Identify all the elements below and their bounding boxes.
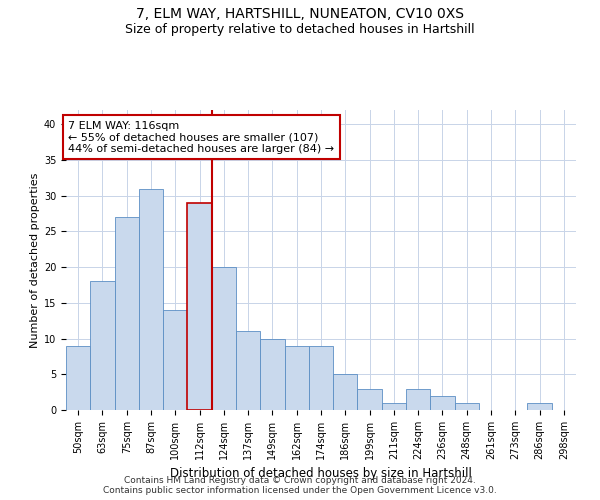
Bar xyxy=(527,403,552,410)
Bar xyxy=(284,346,309,410)
Text: Contains public sector information licensed under the Open Government Licence v3: Contains public sector information licen… xyxy=(103,486,497,495)
Bar xyxy=(163,310,187,410)
Text: Size of property relative to detached houses in Hartshill: Size of property relative to detached ho… xyxy=(125,22,475,36)
Bar xyxy=(139,188,163,410)
Bar xyxy=(358,388,382,410)
X-axis label: Distribution of detached houses by size in Hartshill: Distribution of detached houses by size … xyxy=(170,468,472,480)
Bar xyxy=(260,338,284,410)
Bar xyxy=(66,346,90,410)
Bar xyxy=(115,217,139,410)
Bar xyxy=(333,374,358,410)
Bar xyxy=(430,396,455,410)
Bar xyxy=(406,388,430,410)
Bar xyxy=(455,403,479,410)
Bar xyxy=(236,332,260,410)
Text: Contains HM Land Registry data © Crown copyright and database right 2024.: Contains HM Land Registry data © Crown c… xyxy=(124,476,476,485)
Text: 7, ELM WAY, HARTSHILL, NUNEATON, CV10 0XS: 7, ELM WAY, HARTSHILL, NUNEATON, CV10 0X… xyxy=(136,8,464,22)
Bar xyxy=(309,346,333,410)
Text: 7 ELM WAY: 116sqm
← 55% of detached houses are smaller (107)
44% of semi-detache: 7 ELM WAY: 116sqm ← 55% of detached hous… xyxy=(68,120,335,154)
Y-axis label: Number of detached properties: Number of detached properties xyxy=(29,172,40,348)
Bar xyxy=(382,403,406,410)
Bar xyxy=(90,282,115,410)
Bar xyxy=(187,203,212,410)
Bar xyxy=(212,267,236,410)
